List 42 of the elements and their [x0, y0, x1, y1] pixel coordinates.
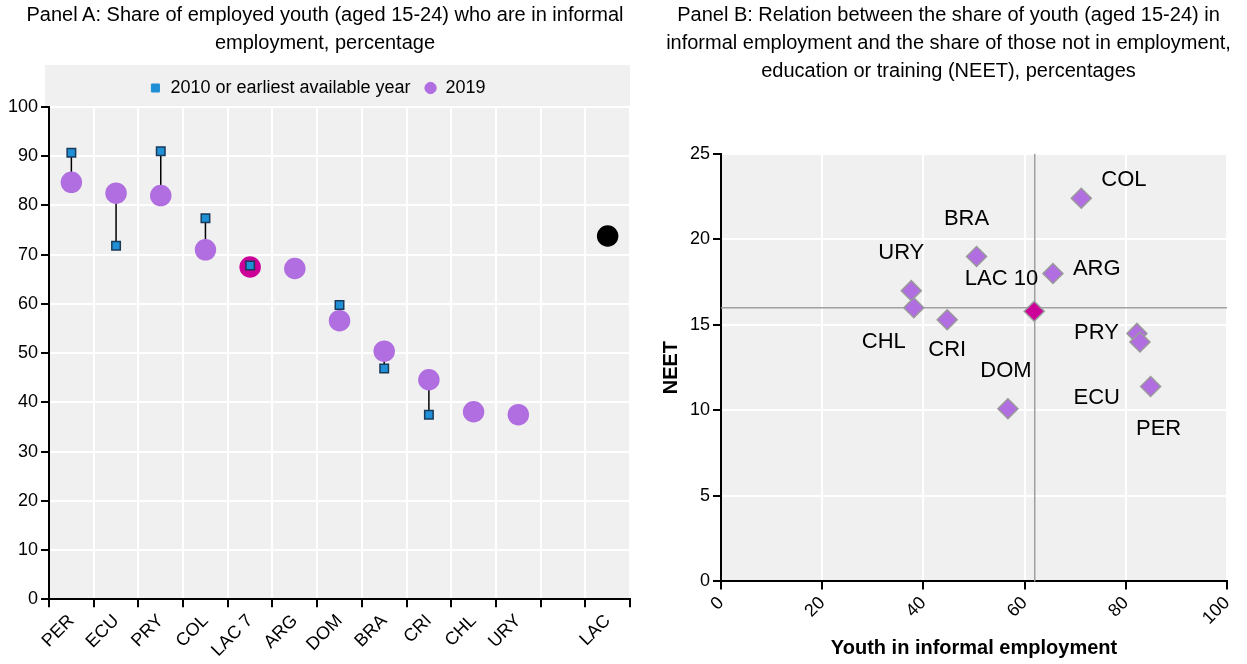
y-tick-label: 30: [18, 440, 39, 461]
annotation: LAC 10: [964, 265, 1039, 291]
annotation: PRY: [1074, 319, 1120, 345]
y-tick-label: 100: [7, 95, 39, 116]
x-tick-label: 80: [1103, 592, 1133, 621]
annotation: BRA: [943, 204, 990, 230]
y-tick-label: 10: [18, 539, 39, 560]
annotation: CHL: [861, 327, 906, 353]
annotation: DOM: [980, 356, 1032, 382]
x-tick-label: CRI: [399, 610, 436, 647]
chart-title: Panel B: Relation between the share of youth (aged 15-24) in informal employment and the share of those not in employment, education or training (NEET), percentages: [665, 2, 1232, 83]
legend-label: 2010 or earliest available year: [170, 76, 411, 97]
chart-title: Panel A: Share of employed youth (aged 15-24) who are in informal employment, percentage: [25, 2, 625, 55]
legend-label: 2019: [445, 76, 486, 97]
annotation: ECU: [1073, 384, 1120, 410]
y-tick-label: 5: [700, 484, 711, 505]
x-tick-label: 60: [1002, 592, 1031, 621]
x-tick-label: 40: [901, 592, 930, 621]
y-tick-label: 50: [18, 342, 39, 363]
annotation: COL: [1101, 166, 1147, 192]
annotation: URY: [878, 238, 925, 264]
annotation: CRI: [928, 335, 967, 361]
y-tick-label: 25: [689, 142, 711, 163]
y-tick-label: 40: [18, 391, 39, 412]
y-axis-title: NEET: [658, 340, 681, 395]
x-tick-label: CHL: [440, 610, 480, 650]
y-tick-label: 10: [689, 399, 711, 420]
x-tick-label: 100: [1197, 592, 1234, 628]
annotation: ARG: [1072, 254, 1121, 280]
y-tick-label: 80: [18, 194, 39, 215]
annotation: PER: [1135, 414, 1182, 440]
x-tick-label: 20: [800, 592, 829, 621]
y-tick-label: 15: [689, 313, 711, 334]
x-axis-title: Youth in informal employment: [830, 635, 1118, 658]
y-tick-label: 20: [689, 228, 711, 249]
y-tick-label: 0: [700, 570, 711, 591]
x-tick-label: LAC: [575, 610, 614, 650]
y-tick-label: 20: [18, 489, 39, 510]
y-tick-label: 90: [18, 145, 39, 166]
y-tick-label: 60: [18, 292, 39, 313]
y-tick-label: 70: [18, 243, 39, 264]
x-tick-label: COL: [171, 610, 212, 651]
